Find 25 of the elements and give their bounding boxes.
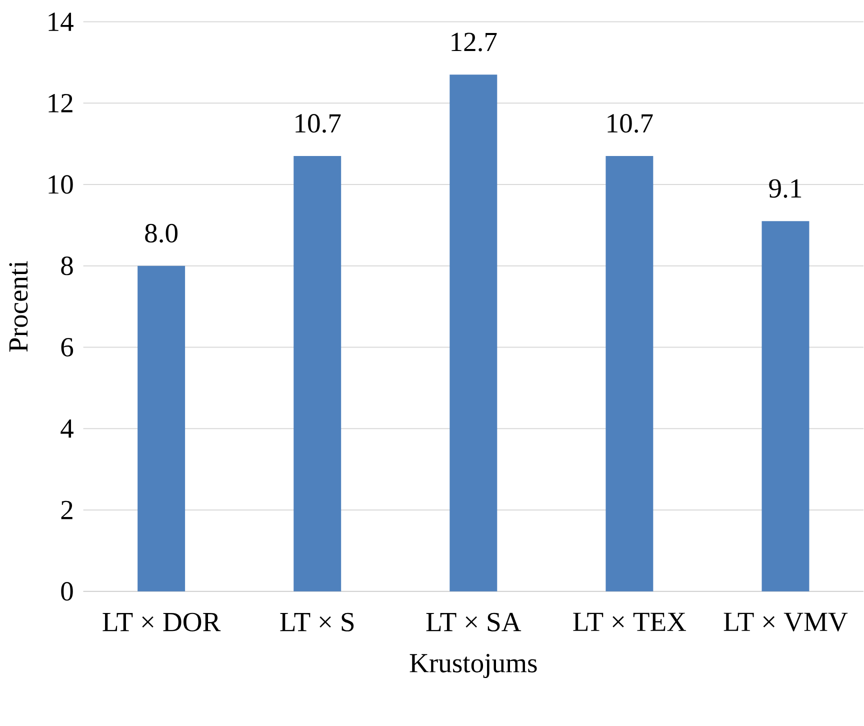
bar	[606, 156, 654, 592]
y-axis-title: Procenti	[9, 261, 28, 352]
x-tick-label: LT × SA	[426, 612, 522, 632]
bar	[450, 74, 498, 592]
x-tick-label: LT × S	[280, 612, 354, 632]
y-tick-label: 10	[48, 175, 73, 194]
x-tick-label: LT × DOR	[102, 612, 221, 632]
y-tick-label: 2	[61, 500, 72, 520]
y-tick-label: 0	[61, 582, 73, 601]
bar	[138, 266, 186, 592]
y-tick-label: 6	[61, 338, 74, 357]
data-label: 12.7	[452, 32, 497, 52]
bar	[294, 156, 342, 592]
y-tick-label: 4	[60, 420, 74, 438]
y-tick-label: 12	[48, 94, 72, 112]
y-tick-label: 8	[61, 256, 73, 276]
data-label: 10.7	[608, 114, 653, 133]
x-axis-title: Krustojums	[410, 654, 537, 678]
bar	[762, 221, 810, 592]
data-label: 10.7	[296, 114, 341, 133]
data-label: 8.0	[145, 224, 178, 243]
x-tick-label: LT × TEX	[573, 612, 686, 631]
x-tick-label: LT × VMV	[724, 612, 848, 632]
data-label: 9.1	[769, 179, 802, 198]
y-tick-label: 14	[48, 12, 74, 31]
